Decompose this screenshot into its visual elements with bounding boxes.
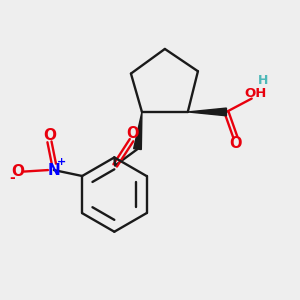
- Text: H: H: [258, 74, 268, 87]
- Text: O: O: [126, 126, 138, 141]
- Text: OH: OH: [244, 87, 266, 100]
- Text: O: O: [230, 136, 242, 151]
- Polygon shape: [134, 112, 142, 149]
- Text: -: -: [9, 171, 15, 185]
- Text: N: N: [47, 163, 60, 178]
- Text: O: O: [43, 128, 56, 143]
- Text: O: O: [11, 164, 24, 179]
- Text: +: +: [57, 157, 66, 167]
- Polygon shape: [188, 108, 226, 116]
